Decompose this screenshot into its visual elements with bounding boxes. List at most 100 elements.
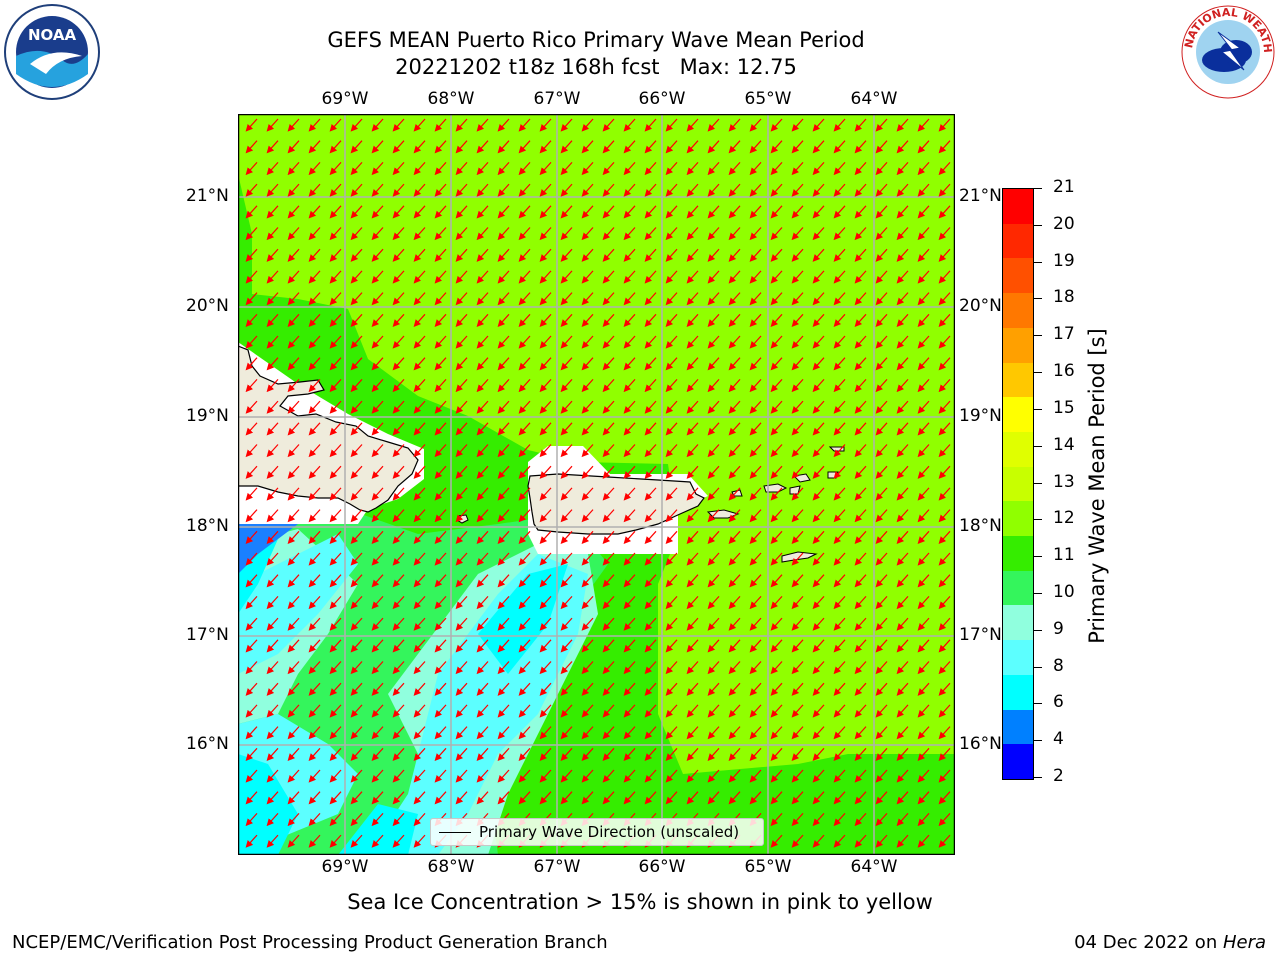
- wave-direction-arrow: [665, 661, 678, 675]
- wave-direction-arrow: [938, 444, 951, 458]
- wave-direction-arrow: [854, 661, 867, 675]
- wave-direction-arrow: [896, 357, 909, 371]
- wave-direction-arrow: [707, 270, 720, 284]
- wave-direction-arrow: [581, 661, 594, 675]
- wave-direction-arrow: [833, 791, 846, 805]
- wave-direction-arrow: [308, 704, 321, 718]
- wave-direction-arrow: [917, 595, 930, 610]
- wave-direction-arrow: [938, 183, 951, 197]
- colorbar-tick-mark: [1034, 556, 1042, 558]
- wave-direction-arrow: [308, 552, 321, 566]
- wave-direction-arrow: [875, 313, 888, 327]
- wave-direction-arrow: [287, 726, 300, 740]
- footer-date-text: 04 Dec 2022 on: [1074, 932, 1223, 953]
- wave-direction-arrow: [623, 183, 636, 197]
- wave-direction-arrow: [875, 444, 888, 458]
- wave-direction-arrow: [791, 747, 804, 761]
- wave-direction-arrow: [413, 704, 426, 718]
- wave-direction-arrow: [371, 617, 384, 631]
- wave-direction-arrow: [350, 422, 363, 436]
- wave-direction-arrow: [581, 292, 594, 306]
- lat-label-left: 16°N: [186, 734, 229, 754]
- colorbar-segment: [1003, 258, 1033, 294]
- wave-direction-arrow: [329, 183, 342, 197]
- wave-direction-arrow: [707, 205, 720, 219]
- wave-direction-arrow: [623, 487, 636, 501]
- wave-direction-arrow: [812, 248, 825, 262]
- wave-direction-arrow: [476, 140, 489, 154]
- wave-direction-arrow: [917, 227, 930, 241]
- wave-direction-arrow: [350, 595, 363, 610]
- wave-direction-arrow: [602, 248, 615, 262]
- wave-direction-arrow: [560, 509, 573, 523]
- wave-direction-arrow: [497, 747, 510, 761]
- wave-direction-arrow: [770, 378, 783, 393]
- wave-direction-arrow: [896, 183, 909, 197]
- wave-direction-arrow: [476, 444, 489, 458]
- wave-direction-arrow: [539, 444, 552, 458]
- wave-direction-arrow: [623, 292, 636, 306]
- wave-direction-arrow: [623, 726, 636, 740]
- wave-direction-arrow: [329, 487, 342, 501]
- wave-direction-arrow: [350, 140, 363, 154]
- wave-direction-arrow: [392, 357, 405, 371]
- wave-direction-arrow: [938, 726, 951, 740]
- wave-direction-arrow: [812, 661, 825, 675]
- wave-direction-arrow: [413, 726, 426, 740]
- wave-direction-arrow: [350, 530, 363, 544]
- wave-direction-arrow: [833, 552, 846, 566]
- wave-direction-arrow: [392, 205, 405, 219]
- wave-direction-arrow: [329, 552, 342, 566]
- wave-direction-arrow: [371, 444, 384, 458]
- wave-direction-arrow: [896, 161, 909, 176]
- wave-direction-arrow: [371, 726, 384, 740]
- wave-direction-arrow: [539, 357, 552, 371]
- wave-direction-arrow: [350, 118, 363, 132]
- wave-direction-arrow: [266, 509, 279, 523]
- colorbar-segment: [1003, 431, 1033, 467]
- wave-direction-arrow: [287, 704, 300, 718]
- wave-direction-arrow: [434, 552, 447, 566]
- footer-date: 04 Dec 2022 on Hera: [1074, 932, 1266, 953]
- wave-direction-arrow: [434, 161, 447, 176]
- wave-direction-arrow: [854, 118, 867, 132]
- wave-direction-arrow: [623, 465, 636, 479]
- colorbar-tick-mark: [1034, 188, 1042, 189]
- footer-credit: NCEP/EMC/Verification Post Processing Pr…: [12, 932, 608, 953]
- wave-direction-arrow: [476, 205, 489, 219]
- wave-direction-arrow: [686, 769, 699, 783]
- wave-direction-arrow: [497, 465, 510, 479]
- wave-direction-arrow: [686, 682, 699, 696]
- wave-direction-arrow: [434, 726, 447, 740]
- wave-direction-arrow: [287, 422, 300, 436]
- wave-direction-arrow: [245, 313, 258, 327]
- lat-label-right: 18°N: [959, 516, 1002, 536]
- wave-direction-arrow: [644, 313, 657, 327]
- wave-direction-arrow: [245, 335, 258, 349]
- wave-direction-arrow: [497, 791, 510, 805]
- wave-direction-arrow: [896, 747, 909, 761]
- wave-direction-arrow: [371, 422, 384, 436]
- wave-direction-arrow: [917, 834, 930, 848]
- wave-direction-arrow: [812, 140, 825, 154]
- wave-direction-arrow: [539, 552, 552, 566]
- wave-direction-arrow: [581, 444, 594, 458]
- lon-label-top: 68°W: [427, 89, 475, 109]
- wave-direction-arrow: [308, 682, 321, 696]
- wave-direction-arrow: [434, 422, 447, 436]
- wave-direction-arrow: [833, 530, 846, 544]
- wave-direction-arrow: [686, 617, 699, 631]
- wave-direction-arrow: [539, 335, 552, 349]
- colorbar-segment: [1003, 674, 1033, 710]
- wave-direction-arrow: [413, 444, 426, 458]
- wave-direction-arrow: [287, 335, 300, 349]
- wave-direction-arrow: [371, 248, 384, 262]
- wave-direction-arrow: [707, 574, 720, 588]
- wave-direction-arrow: [560, 227, 573, 241]
- wave-direction-arrow: [665, 183, 678, 197]
- wave-direction-arrow: [728, 357, 741, 371]
- wave-direction-arrow: [329, 791, 342, 805]
- wave-direction-arrow: [560, 270, 573, 284]
- wave-direction-arrow: [770, 661, 783, 675]
- wave-direction-arrow: [287, 140, 300, 154]
